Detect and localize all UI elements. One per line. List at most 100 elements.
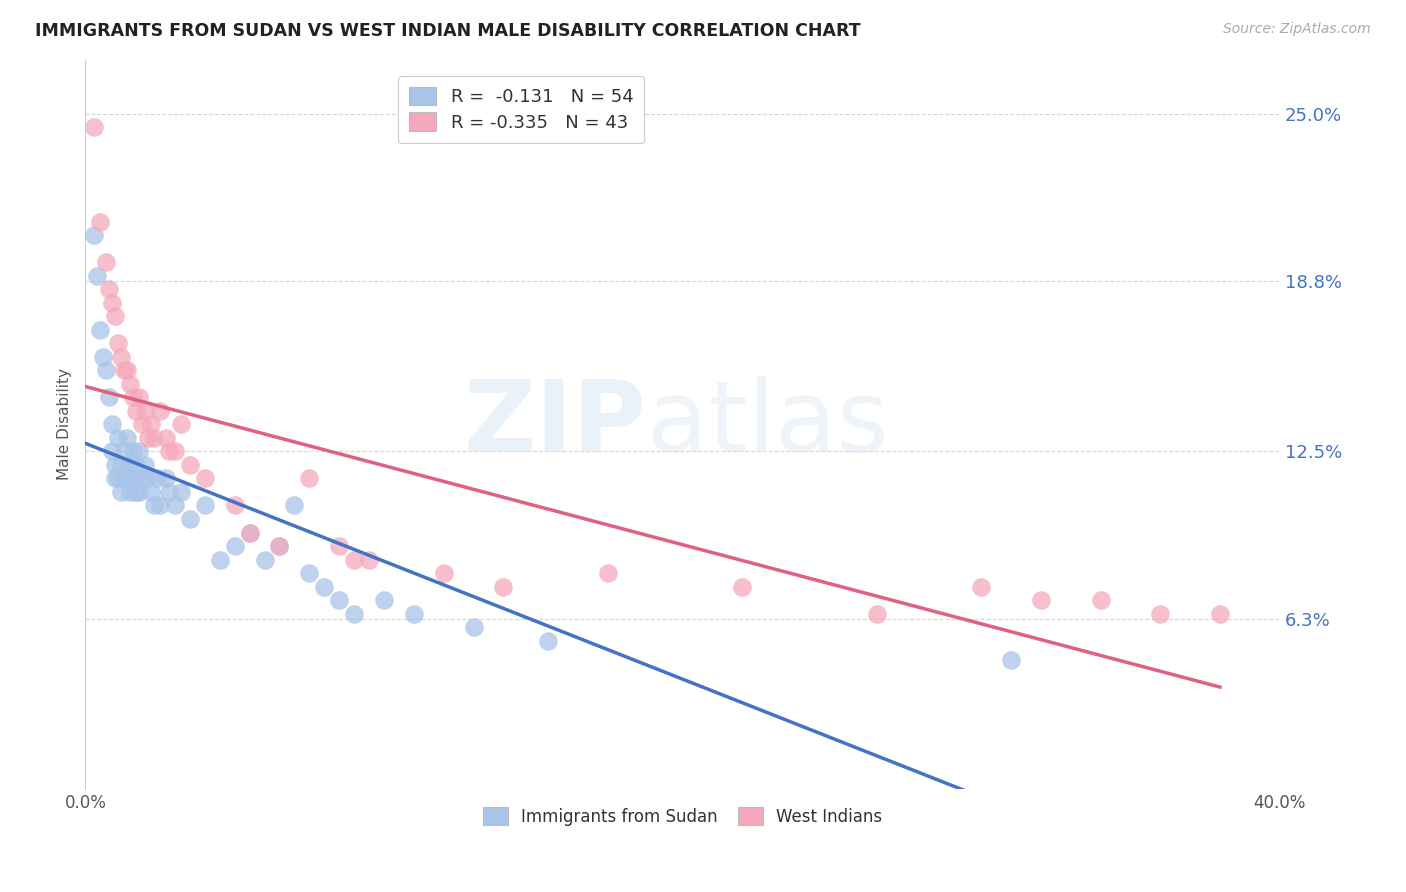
Point (269, 539, 291, 553)
Point (131, 471, 153, 485)
Point (122, 391, 145, 405)
Point (179, 458, 201, 472)
Point (194, 499, 217, 513)
Point (155, 431, 177, 445)
Point (120, 485, 142, 500)
Point (402, 607, 425, 621)
Point (492, 580, 515, 594)
Point (283, 499, 305, 513)
Point (224, 499, 246, 513)
Point (146, 471, 169, 485)
Point (120, 458, 142, 472)
Point (101, 295, 124, 310)
Point (112, 363, 135, 377)
Point (343, 607, 366, 621)
Point (298, 471, 321, 485)
Point (122, 471, 145, 485)
Point (110, 350, 132, 364)
Point (125, 485, 148, 500)
Point (269, 539, 291, 553)
Point (328, 593, 350, 607)
Point (96, 363, 118, 377)
Text: IMMIGRANTS FROM SUDAN VS WEST INDIAN MALE DISABILITY CORRELATION CHART: IMMIGRANTS FROM SUDAN VS WEST INDIAN MAL… (35, 22, 860, 40)
Point (194, 471, 217, 485)
Point (101, 417, 124, 432)
Point (125, 404, 148, 418)
Point (157, 485, 180, 500)
Point (1090, 593, 1112, 607)
Y-axis label: Male Disability: Male Disability (58, 368, 72, 481)
Text: Source: ZipAtlas.com: Source: ZipAtlas.com (1223, 22, 1371, 37)
Point (136, 471, 159, 485)
Point (115, 471, 138, 485)
Point (143, 431, 166, 445)
Point (139, 417, 162, 432)
Point (122, 444, 145, 458)
Point (134, 404, 156, 418)
Point (537, 633, 560, 648)
Point (128, 391, 150, 405)
Point (110, 458, 132, 472)
Point (157, 444, 180, 458)
Point (1209, 607, 1232, 621)
Point (104, 471, 127, 485)
Point (134, 458, 156, 472)
Point (970, 580, 993, 594)
Point (463, 620, 485, 634)
Point (91, 350, 114, 364)
Point (89, 215, 111, 229)
Point (136, 431, 159, 445)
Legend: Immigrants from Sudan, West Indians: Immigrants from Sudan, West Indians (472, 797, 893, 836)
Point (163, 444, 186, 458)
Point (373, 593, 395, 607)
Point (96, 255, 118, 269)
Point (112, 471, 135, 485)
Point (104, 458, 127, 472)
Point (120, 376, 142, 391)
Point (170, 485, 193, 500)
Text: atlas: atlas (647, 376, 889, 473)
Point (107, 471, 129, 485)
Point (101, 444, 124, 458)
Point (731, 580, 754, 594)
Point (107, 431, 129, 445)
Point (149, 499, 172, 513)
Point (149, 404, 172, 418)
Point (328, 539, 350, 553)
Point (163, 499, 186, 513)
Point (865, 607, 887, 621)
Point (1000, 652, 1022, 666)
Point (239, 525, 262, 540)
Point (143, 499, 166, 513)
Point (1149, 607, 1171, 621)
Point (86, 268, 108, 283)
Point (596, 566, 619, 580)
Point (224, 539, 246, 553)
Point (89, 323, 111, 337)
Point (170, 417, 193, 432)
Point (104, 310, 127, 324)
Point (83, 228, 105, 243)
Point (83, 120, 105, 135)
Point (110, 485, 132, 500)
Text: ZIP: ZIP (464, 376, 647, 473)
Point (98, 282, 121, 296)
Point (128, 444, 150, 458)
Point (343, 552, 366, 566)
Point (179, 512, 201, 526)
Point (1029, 593, 1052, 607)
Point (433, 566, 456, 580)
Point (125, 458, 148, 472)
Point (253, 552, 276, 566)
Point (357, 552, 380, 566)
Point (239, 525, 262, 540)
Point (208, 552, 231, 566)
Point (107, 336, 129, 351)
Point (128, 485, 150, 500)
Point (131, 417, 153, 432)
Point (115, 431, 138, 445)
Point (155, 471, 177, 485)
Point (314, 580, 336, 594)
Point (115, 363, 138, 377)
Point (112, 444, 135, 458)
